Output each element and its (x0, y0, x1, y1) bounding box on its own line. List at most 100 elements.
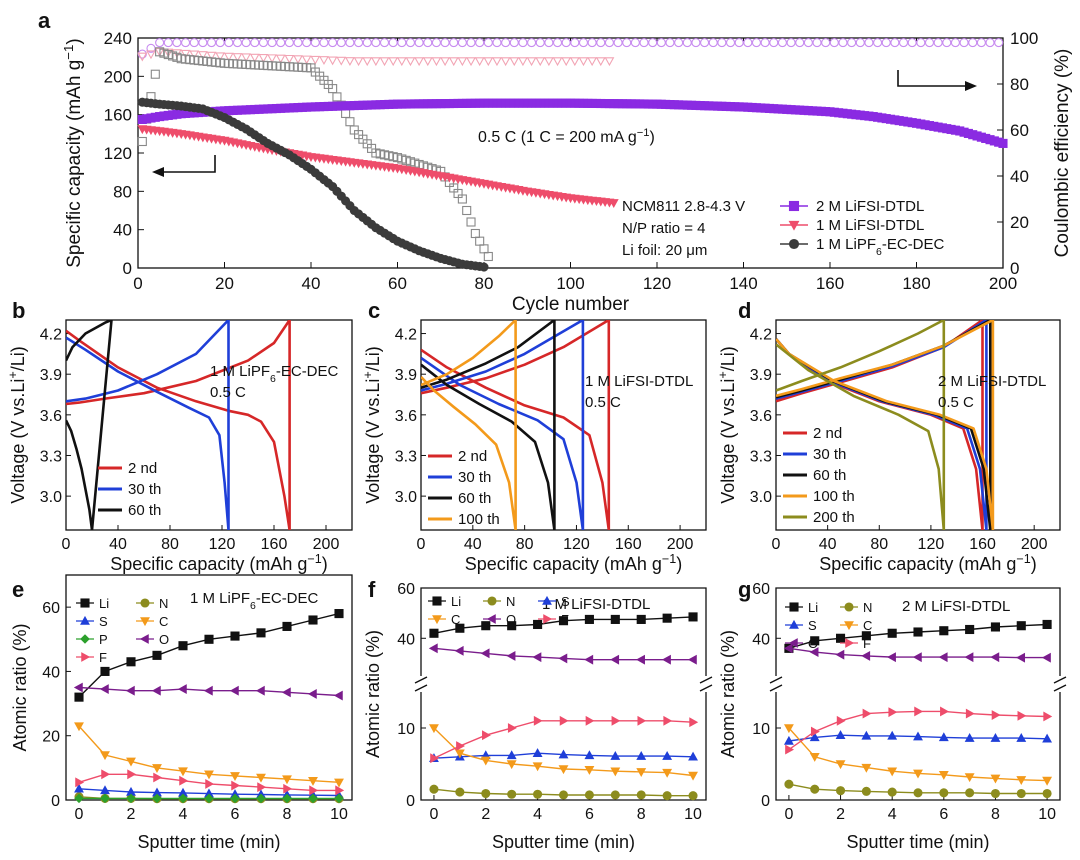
y-tick-label: 0 (123, 259, 132, 278)
y-tick-label: 3.0 (40, 489, 62, 506)
data-point (938, 652, 948, 663)
panel-title: 2 M LiFSI-DTDL (938, 373, 1046, 390)
ce-point (535, 57, 546, 67)
data-point (611, 715, 621, 726)
data-point (152, 793, 162, 804)
ce-point (639, 38, 649, 48)
x-tick-label: 180 (902, 274, 930, 293)
data-point (125, 685, 135, 696)
right-arrow-line (897, 70, 968, 87)
y-axis-label: Voltage (V vs.Li+/Li) (6, 346, 28, 503)
ce-point (267, 54, 278, 64)
ce-point (743, 38, 753, 48)
data-point (938, 771, 949, 780)
y-tick-label: 0 (406, 793, 415, 810)
data-point (257, 782, 267, 793)
data-point (507, 723, 517, 733)
ce-point (249, 53, 260, 63)
axis-break-mark (414, 684, 428, 692)
panel-title: 2 M LiFSI-DTDL (902, 598, 1010, 615)
legend-marker (140, 617, 150, 627)
data-point (74, 793, 84, 804)
ce-point (223, 52, 234, 62)
legend-label: O (808, 636, 818, 651)
data-point (73, 682, 83, 693)
data-point (887, 628, 897, 638)
legend-marker (788, 238, 800, 250)
data-point (533, 619, 543, 630)
data-point (480, 648, 490, 659)
ce-point (492, 38, 502, 48)
ce-point (405, 57, 416, 67)
data-point (481, 621, 491, 631)
data-point (256, 628, 266, 638)
ce-point (137, 52, 148, 62)
ce-point (847, 38, 857, 48)
ce-point (613, 38, 623, 48)
ce-point (250, 38, 260, 48)
series-line (788, 710, 1048, 751)
data-point (861, 763, 872, 773)
legend-label: F (863, 636, 871, 651)
data-point (281, 687, 291, 698)
data-point (74, 692, 84, 702)
ce-point (137, 136, 147, 147)
data-point (1043, 711, 1053, 722)
data-point (938, 732, 949, 742)
data-point (256, 773, 266, 783)
ce-point (873, 38, 883, 48)
y-tick-label: 3.9 (750, 367, 772, 384)
data-point (610, 790, 620, 800)
x-axis-label: Sputter time (min) (137, 832, 280, 852)
x-tick-label: 200 (313, 536, 340, 553)
ce-point (950, 38, 960, 48)
lower-frame (775, 692, 1061, 801)
voltage-curve (776, 320, 995, 530)
ce-point (293, 38, 303, 48)
x-tick-label: 0 (772, 536, 781, 553)
x-axis-label: Specific capacity (mAh g−1) (819, 552, 1036, 574)
data-point (887, 652, 896, 663)
legend-label: 60 th (128, 502, 161, 519)
ce-point (284, 54, 295, 64)
data-point (101, 769, 111, 780)
data-point (507, 621, 517, 631)
y-tick-label: 3.0 (750, 489, 772, 506)
data-point (1016, 652, 1026, 663)
left-arrow-head (152, 167, 164, 177)
data-point (1042, 619, 1052, 630)
ce-point (734, 38, 744, 48)
x-tick-label: 10 (1038, 806, 1056, 823)
ce-point (302, 38, 312, 48)
ce-point (414, 57, 425, 67)
ce-point (803, 38, 813, 48)
data-point (506, 750, 517, 760)
ce-point (466, 217, 476, 227)
ce-point (526, 57, 537, 67)
y-right-tick-label: 20 (1010, 213, 1029, 232)
data-point (429, 628, 439, 638)
ce-point (968, 38, 978, 48)
y-tick-label: 40 (397, 631, 415, 648)
x-tick-label: 100 (556, 274, 584, 293)
ce-point (470, 228, 480, 239)
ce-point (449, 38, 459, 48)
legend-label: S (561, 594, 570, 609)
ce-point (570, 38, 580, 48)
data-point (810, 726, 820, 737)
data-point (965, 624, 975, 635)
legend-marker (788, 220, 800, 231)
panel-title: 1 M LiPF6-EC-DEC (210, 363, 339, 385)
data-point (482, 730, 491, 741)
data-point (230, 793, 240, 804)
ce-point (466, 38, 476, 48)
ce-point (423, 38, 433, 48)
data-point (559, 715, 569, 726)
data-point (687, 654, 697, 665)
legend-marker (844, 621, 854, 631)
data-point (688, 771, 698, 781)
data-point (428, 643, 438, 654)
x-axis-label: Sputter time (min) (492, 832, 635, 852)
data-point (688, 612, 698, 622)
data-point (784, 779, 794, 789)
